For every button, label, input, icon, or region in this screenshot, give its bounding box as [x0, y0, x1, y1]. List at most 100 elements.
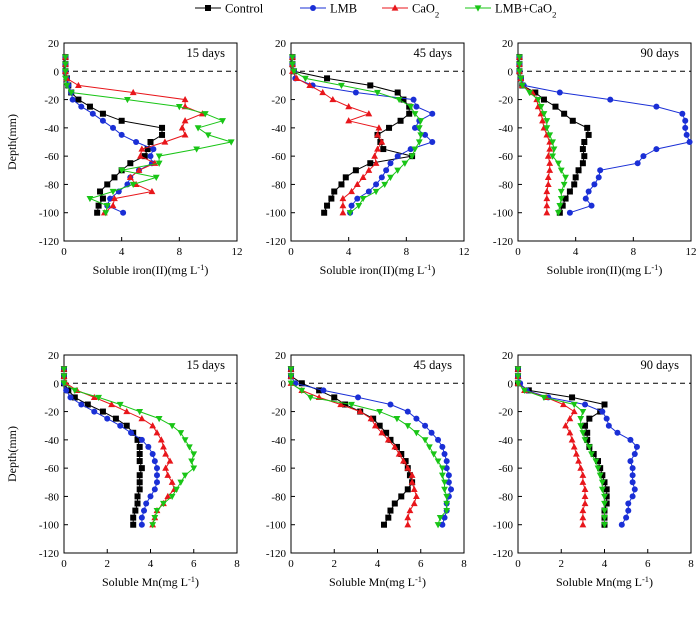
data-point: [110, 124, 117, 131]
data-point: [345, 103, 353, 110]
data-point: [367, 415, 375, 422]
data-point: [177, 430, 185, 437]
series-lmb: [62, 54, 157, 216]
data-point: [84, 401, 91, 408]
data-point: [63, 82, 71, 90]
data-point: [329, 95, 337, 103]
data-point: [556, 203, 564, 210]
data-point: [599, 472, 606, 479]
data-point: [138, 415, 146, 422]
data-point: [381, 181, 389, 189]
data-point: [543, 187, 551, 195]
data-point: [544, 173, 552, 180]
data-point: [164, 492, 172, 500]
y-tick-label: -120: [39, 236, 60, 248]
y-axis-label: Depth(mm): [5, 114, 19, 170]
x-tick-label: 2: [105, 558, 111, 570]
data-point: [539, 117, 546, 124]
data-point: [162, 464, 170, 471]
data-point: [422, 131, 429, 138]
data-point: [546, 132, 554, 139]
data-point: [575, 167, 582, 174]
data-point: [151, 458, 158, 465]
y-tick-label: -40: [498, 123, 513, 135]
data-point: [517, 75, 525, 82]
data-point: [521, 387, 528, 394]
data-point: [138, 521, 145, 528]
data-point: [136, 458, 143, 465]
data-point: [148, 187, 156, 195]
data-point: [534, 96, 542, 104]
data-point: [560, 400, 567, 408]
data-point: [109, 188, 117, 196]
data-point: [134, 500, 141, 507]
y-tick-label: 20: [48, 350, 60, 362]
series-cao2: [287, 365, 420, 528]
data-point: [582, 195, 589, 202]
data-point: [408, 471, 416, 478]
data-point: [443, 493, 451, 501]
y-tick-label: -80: [44, 179, 59, 191]
data-point: [168, 493, 176, 501]
data-point: [181, 117, 189, 124]
data-point: [404, 408, 411, 415]
data-point: [570, 443, 578, 450]
data-point: [439, 443, 446, 450]
data-point: [562, 422, 569, 429]
data-point: [603, 500, 610, 507]
data-point: [601, 515, 608, 522]
data-point: [560, 181, 568, 189]
data-point: [595, 458, 602, 465]
data-point: [387, 160, 394, 167]
data-point: [99, 110, 106, 117]
x-tick-label: 0: [61, 558, 67, 570]
data-point: [62, 75, 69, 82]
x-axis-label: Soluble Mn(mg L-1): [102, 575, 199, 590]
data-point: [577, 464, 585, 471]
data-point: [557, 188, 565, 196]
data-point: [149, 422, 157, 429]
data-point: [129, 88, 137, 96]
data-point: [544, 180, 552, 188]
data-point: [63, 387, 70, 394]
data-point: [138, 145, 146, 152]
data-point: [579, 430, 587, 437]
data-point: [338, 181, 345, 188]
data-point: [342, 401, 349, 408]
data-point: [540, 111, 548, 118]
series-cao2: [60, 365, 178, 528]
data-point: [359, 195, 367, 203]
data-point: [177, 479, 185, 486]
data-point: [346, 210, 354, 217]
data-point: [143, 500, 150, 507]
data-point: [352, 89, 359, 96]
data-point: [287, 366, 295, 373]
data-point: [161, 138, 169, 145]
data-point: [78, 401, 85, 408]
data-point: [422, 422, 429, 429]
data-point: [181, 472, 189, 479]
data-point: [618, 521, 625, 528]
y-tick-label: -40: [44, 435, 59, 447]
y-tick-label: -40: [44, 123, 59, 135]
data-point: [289, 54, 296, 61]
data-point: [136, 479, 143, 486]
data-point: [516, 61, 523, 68]
data-point: [598, 486, 606, 493]
data-point: [601, 507, 608, 515]
data-point: [410, 499, 418, 507]
data-point: [543, 125, 551, 132]
data-point: [380, 521, 387, 528]
data-point: [407, 146, 414, 153]
data-point: [586, 415, 593, 422]
y-tick-label: 20: [48, 38, 60, 50]
data-point: [592, 458, 600, 465]
data-point: [149, 522, 157, 529]
data-point: [168, 478, 176, 485]
data-point: [404, 514, 412, 521]
data-point: [356, 407, 364, 415]
data-point: [355, 203, 363, 210]
data-point: [579, 471, 587, 478]
x-tick-label: 4: [375, 558, 381, 570]
